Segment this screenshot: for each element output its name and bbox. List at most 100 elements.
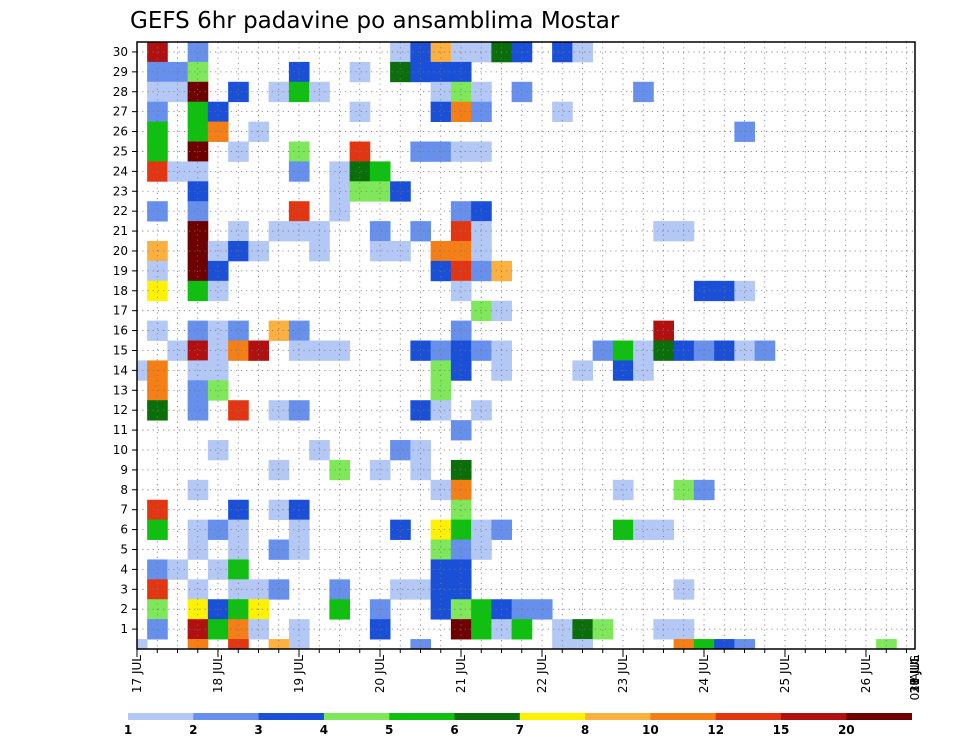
heatmap-cell <box>552 619 573 640</box>
heatmap-cell <box>228 539 249 560</box>
colorbar-label: 20 <box>838 723 855 737</box>
x-tick-label: 22 JUL <box>535 655 549 693</box>
heatmap-cell <box>653 340 675 361</box>
y-tick-label: 7 <box>120 503 128 517</box>
heatmap-cell <box>450 201 472 222</box>
heatmap-cell <box>369 459 391 481</box>
x-axis: 17 JUL 18 JUL 19 JUL 20 JUL 21 JUL 22 JUL 23 J… <box>130 649 922 700</box>
heatmap-cell <box>572 42 594 63</box>
x-tick-label: 26 JUL <box>859 655 873 693</box>
heatmap-cell <box>592 340 614 361</box>
x-tick-label: 29 JUL <box>908 655 922 693</box>
heatmap-cell <box>390 579 411 600</box>
x-tick-label: 19 JUL <box>292 655 306 693</box>
y-tick-label: 8 <box>120 483 128 497</box>
x-tick-label: 18 JUL <box>211 655 225 693</box>
x-tick-label: 25 JUL <box>778 655 792 693</box>
heatmap-cell <box>714 639 735 650</box>
heatmap-cell <box>390 440 411 461</box>
heatmap-cell <box>410 61 432 83</box>
x-tick-label: 28 JUL <box>908 655 922 693</box>
heatmap-cell <box>167 81 189 103</box>
heatmap-cell <box>207 121 229 142</box>
heatmap-cell <box>147 519 168 540</box>
y-tick-label: 27 <box>113 105 128 119</box>
heatmap-cell <box>167 559 189 580</box>
heatmap-cell <box>187 201 209 222</box>
heatmap-cell <box>450 499 472 521</box>
heatmap-cell <box>471 400 492 421</box>
colorbar-swatch <box>846 713 912 720</box>
heatmap-cell <box>167 340 189 361</box>
colorbar-label: 5 <box>385 723 393 737</box>
y-tick-label: 15 <box>113 343 128 357</box>
heatmap-cell <box>349 161 371 182</box>
heatmap-cell <box>450 42 472 63</box>
heatmap-cell <box>653 619 675 640</box>
heatmap-cell <box>430 340 452 361</box>
heatmap-cell <box>612 340 634 361</box>
heatmap-cell <box>228 519 249 540</box>
colorbar-label: 7 <box>516 723 524 737</box>
heatmap-cell <box>268 539 290 560</box>
heatmap-cell <box>187 42 209 63</box>
heatmap-cell <box>349 181 371 202</box>
heatmap-cell <box>228 579 249 600</box>
heatmap-cell <box>329 181 351 202</box>
heatmap-cell <box>572 619 594 640</box>
heatmap-cell <box>450 61 472 83</box>
y-tick-label: 26 <box>113 125 128 139</box>
heatmap-cell <box>268 459 290 481</box>
colorbar-label: 2 <box>189 723 197 737</box>
heatmap-cell <box>147 201 168 222</box>
heatmap-cell <box>369 619 391 640</box>
colorbar: 1 2 3 4 5 6 7 8 10 12 15 20 <box>124 713 912 737</box>
heatmap-cell <box>450 420 472 441</box>
heatmap-cell <box>228 221 249 242</box>
heatmap-cell <box>187 61 209 83</box>
colorbar-label: 8 <box>581 723 589 737</box>
heatmap-cell <box>430 81 452 103</box>
heatmap-cell <box>268 579 290 600</box>
heatmap-cell <box>430 539 452 560</box>
heatmap-cell <box>147 280 168 302</box>
x-tick-label: 17 JUL <box>130 655 144 693</box>
heatmap-cell <box>228 400 249 421</box>
heatmap-cell <box>471 101 492 122</box>
heatmap-cell <box>410 42 432 63</box>
y-tick-label: 25 <box>113 144 128 158</box>
heatmap-cell <box>633 340 654 361</box>
heatmap-cell <box>754 340 776 361</box>
heatmap-cell <box>187 81 209 103</box>
heatmap-cell <box>268 639 290 650</box>
heatmap-cell <box>207 440 229 461</box>
heatmap-cell <box>369 161 391 182</box>
colorbar-label: 15 <box>773 723 790 737</box>
heatmap-cell <box>633 519 654 540</box>
heatmap-cell <box>268 400 290 421</box>
heatmap-cell <box>147 499 168 521</box>
heatmap-cell <box>390 61 411 83</box>
y-tick-label: 16 <box>113 324 128 338</box>
x-tick-label: 27 JUL <box>908 655 922 693</box>
heatmap-cell <box>268 499 290 521</box>
heatmap-cell <box>167 61 189 83</box>
heatmap-cell <box>390 42 411 63</box>
y-tick-label: 11 <box>113 423 128 437</box>
heatmap-cell <box>734 639 756 650</box>
heatmap-cell <box>329 201 351 222</box>
heatmap-cell <box>430 579 452 600</box>
heatmap-cell <box>187 181 209 202</box>
plot-frame <box>136 41 916 650</box>
y-tick-label: 2 <box>120 602 128 616</box>
heatmap-cell <box>471 340 492 361</box>
heatmap-cell <box>552 42 573 63</box>
heatmap-cell <box>329 579 351 600</box>
heatmap-cell <box>410 459 432 481</box>
colorbar-swatch <box>389 713 455 720</box>
y-tick-label: 10 <box>113 443 128 457</box>
y-tick-label: 29 <box>113 65 128 79</box>
heatmap-cell <box>248 619 270 640</box>
y-tick-label: 13 <box>113 383 128 397</box>
heatmap-cell <box>430 559 452 580</box>
